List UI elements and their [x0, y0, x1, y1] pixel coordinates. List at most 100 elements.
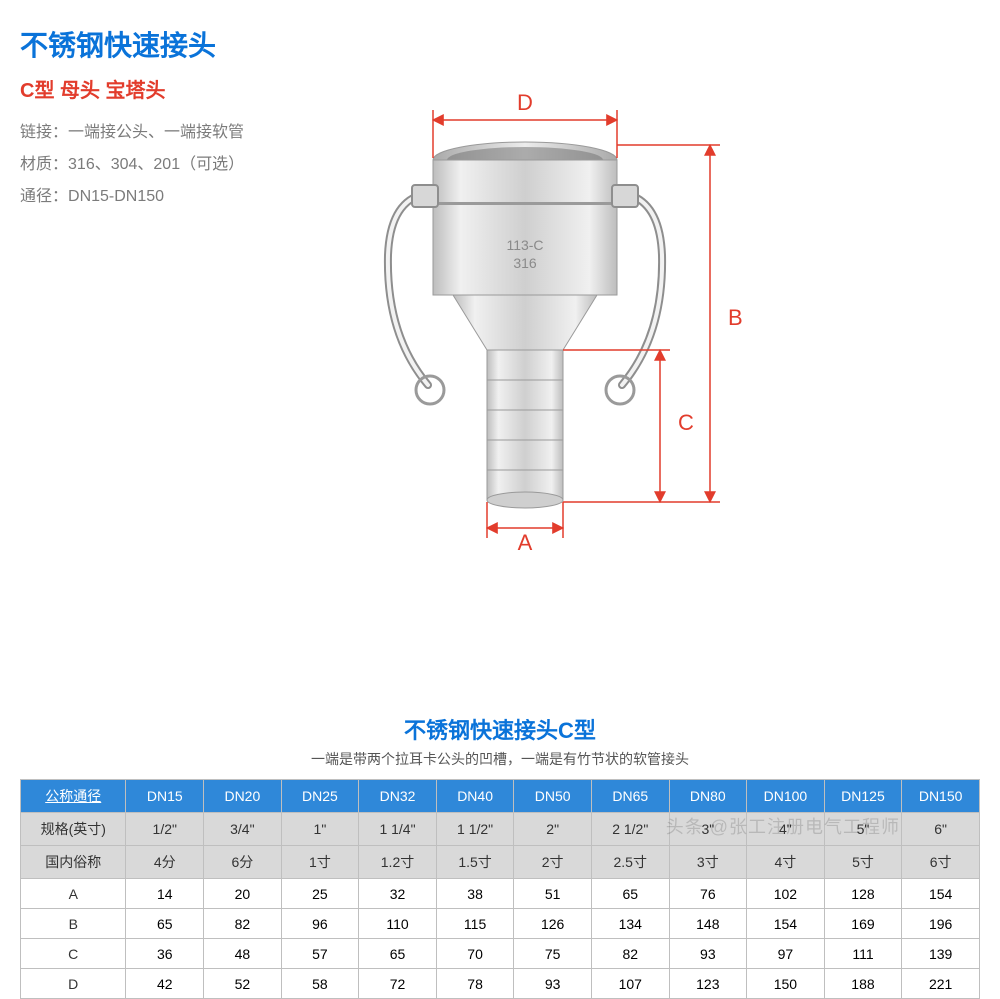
cell: 36	[126, 939, 204, 969]
cell: 93	[669, 939, 747, 969]
cell: 70	[436, 939, 514, 969]
cell: 96	[281, 909, 359, 939]
cell: 72	[359, 969, 437, 999]
dim-label-d: D	[517, 90, 533, 115]
table-description: 一端是带两个拉耳卡公头的凹槽，一端是有竹节状的软管接头	[20, 749, 980, 769]
table-row: 规格(英寸)1/2"3/4"1"1 1/4"1 1/2"2"2 1/2"3"4"…	[21, 813, 980, 846]
spec-value: DN15-DN150	[68, 188, 164, 205]
page-title: 不锈钢快速接头	[20, 24, 980, 64]
spec-table: 公称通径 DN15 DN20 DN25 DN32 DN40 DN50 DN65 …	[20, 779, 980, 999]
row-label: A	[21, 879, 126, 909]
cell: 14	[126, 879, 204, 909]
cell: 65	[126, 909, 204, 939]
cell: 6"	[902, 813, 980, 846]
cell: 5"	[824, 813, 902, 846]
cell: 75	[514, 939, 592, 969]
cell: 123	[669, 969, 747, 999]
spec-label: 链接：	[20, 117, 68, 149]
cell: 65	[591, 879, 669, 909]
cell: 139	[902, 939, 980, 969]
cell: 107	[591, 969, 669, 999]
dim-label-b: B	[728, 305, 743, 330]
col-header: DN80	[669, 780, 747, 813]
cell: 20	[204, 879, 282, 909]
cell: 58	[281, 969, 359, 999]
cell: 6分	[204, 846, 282, 879]
cell: 2寸	[514, 846, 592, 879]
part-label-bottom: 316	[513, 255, 537, 271]
cell: 102	[747, 879, 825, 909]
cell: 4分	[126, 846, 204, 879]
cell: 1.2寸	[359, 846, 437, 879]
row-label: D	[21, 969, 126, 999]
col-header: DN125	[824, 780, 902, 813]
cell: 115	[436, 909, 514, 939]
cell: 110	[359, 909, 437, 939]
cell: 150	[747, 969, 825, 999]
table-row: C364857657075829397111139	[21, 939, 980, 969]
table-header-row: 公称通径 DN15 DN20 DN25 DN32 DN40 DN50 DN65 …	[21, 780, 980, 813]
cell: 2 1/2"	[591, 813, 669, 846]
cell: 128	[824, 879, 902, 909]
cell: 154	[902, 879, 980, 909]
cell: 51	[514, 879, 592, 909]
spec-value: 316、304、201（可选）	[68, 156, 244, 173]
cell: 78	[436, 969, 514, 999]
cell: 2"	[514, 813, 592, 846]
cell: 148	[669, 909, 747, 939]
table-heading: 不锈钢快速接头C型	[20, 713, 980, 745]
col-header: DN20	[204, 780, 282, 813]
table-row: A1420253238516576102128154	[21, 879, 980, 909]
col-header: DN25	[281, 780, 359, 813]
cell: 65	[359, 939, 437, 969]
cell: 196	[902, 909, 980, 939]
cell: 1 1/2"	[436, 813, 514, 846]
cell: 93	[514, 969, 592, 999]
cell: 3"	[669, 813, 747, 846]
cell: 126	[514, 909, 592, 939]
spec-label: 通径：	[20, 181, 68, 213]
cell: 4"	[747, 813, 825, 846]
row-label: 规格(英寸)	[21, 813, 126, 846]
cell: 38	[436, 879, 514, 909]
cell: 3/4"	[204, 813, 282, 846]
col-header: DN50	[514, 780, 592, 813]
col-header: DN150	[902, 780, 980, 813]
cell: 32	[359, 879, 437, 909]
col-header: DN100	[747, 780, 825, 813]
row-label: 国内俗称	[21, 846, 126, 879]
col-header: DN40	[436, 780, 514, 813]
cell: 188	[824, 969, 902, 999]
dim-label-c: C	[678, 410, 694, 435]
spec-label: 材质：	[20, 149, 68, 181]
part-label-top: 113-C	[506, 237, 543, 253]
spec-value: 一端接公头、一端接软管	[68, 124, 244, 141]
cell: 6寸	[902, 846, 980, 879]
cell: 1/2"	[126, 813, 204, 846]
cell: 52	[204, 969, 282, 999]
cell: 25	[281, 879, 359, 909]
cell: 97	[747, 939, 825, 969]
dim-label-a: A	[518, 530, 533, 550]
cell: 57	[281, 939, 359, 969]
cell: 134	[591, 909, 669, 939]
cell: 82	[204, 909, 282, 939]
cell: 169	[824, 909, 902, 939]
cell: 1 1/4"	[359, 813, 437, 846]
col-header: DN15	[126, 780, 204, 813]
table-row: D425258727893107123150188221	[21, 969, 980, 999]
table-row: 国内俗称4分6分1寸1.2寸1.5寸2寸2.5寸3寸4寸5寸6寸	[21, 846, 980, 879]
col-header-first: 公称通径	[21, 780, 126, 813]
col-header: DN32	[359, 780, 437, 813]
cell: 3寸	[669, 846, 747, 879]
cell: 4寸	[747, 846, 825, 879]
cell: 42	[126, 969, 204, 999]
cell: 111	[824, 939, 902, 969]
product-diagram: 113-C 316 D A B C	[350, 90, 770, 550]
row-label: B	[21, 909, 126, 939]
cell: 48	[204, 939, 282, 969]
cell: 221	[902, 969, 980, 999]
cell: 1寸	[281, 846, 359, 879]
col-header: DN65	[591, 780, 669, 813]
cell: 2.5寸	[591, 846, 669, 879]
